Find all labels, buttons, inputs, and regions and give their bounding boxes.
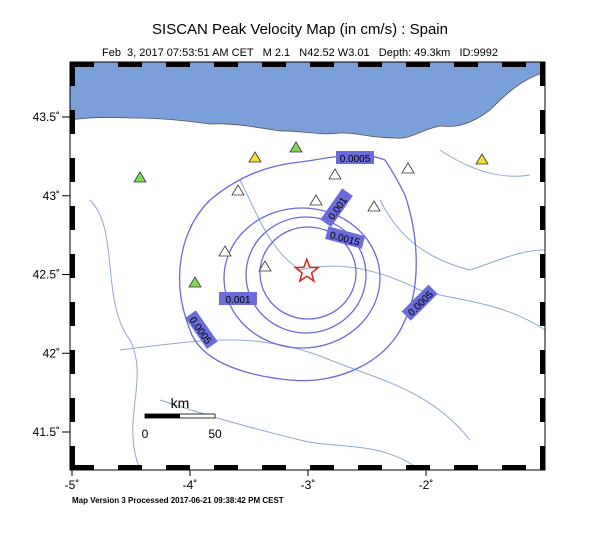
contour-label-box xyxy=(320,188,353,228)
station xyxy=(133,171,147,183)
contour-label: 0.0005 xyxy=(336,151,374,165)
epicenter xyxy=(293,257,321,283)
frame-border xyxy=(70,62,545,470)
river xyxy=(439,149,531,177)
lat-tick-label: 43˚ xyxy=(43,189,60,203)
lon-tick-label: -3˚ xyxy=(301,478,316,492)
sea xyxy=(69,61,546,139)
contour-line xyxy=(179,154,417,382)
station xyxy=(289,141,303,153)
station xyxy=(328,168,342,180)
station xyxy=(188,276,202,288)
river xyxy=(379,199,546,271)
river xyxy=(119,339,471,441)
lon-tick-label: -4˚ xyxy=(183,478,198,492)
scale-bar-fill xyxy=(145,414,180,418)
contour-label: 0.001 xyxy=(219,292,257,306)
contour-label-box xyxy=(185,310,218,350)
lon-tick-label: -5˚ xyxy=(65,478,80,492)
contour-line xyxy=(245,216,367,334)
station xyxy=(309,194,323,206)
scale-label: 50 xyxy=(208,427,222,441)
station xyxy=(248,151,262,163)
title: SISCAN Peak Velocity Map (in cm/s) : Spa… xyxy=(152,21,448,38)
contour-label-box xyxy=(336,151,374,164)
contour-line xyxy=(223,207,381,349)
station xyxy=(218,245,232,257)
lon-tick-label: -2˚ xyxy=(419,478,434,492)
lat-tick-label: 43.5˚ xyxy=(33,110,60,124)
contour-label-box xyxy=(401,284,438,321)
contour-label-text: 0.001 xyxy=(225,295,250,306)
contour-label-box xyxy=(325,226,366,249)
lat-tick-label: 42˚ xyxy=(43,346,60,360)
station xyxy=(231,184,245,196)
river xyxy=(89,199,141,471)
river xyxy=(239,179,546,331)
contour-label-text: 0.0005 xyxy=(340,154,371,165)
subtitle: Feb 3, 2017 07:53:51 AM CET M 2.1 N42.52… xyxy=(102,47,498,59)
lat-tick-label: 41.5˚ xyxy=(33,425,60,439)
contour-label-box xyxy=(219,292,257,305)
contour-line xyxy=(259,226,357,320)
footer: Map Version 3 Processed 2017-06-21 09:38… xyxy=(72,496,284,505)
map-area xyxy=(69,61,546,471)
station xyxy=(401,162,415,174)
scale-bar: km 0 50 xyxy=(142,395,222,441)
station xyxy=(258,260,272,272)
station xyxy=(367,200,381,212)
scale-unit: km xyxy=(171,395,190,411)
station xyxy=(475,153,489,165)
lat-tick-label: 42.5˚ xyxy=(33,268,60,282)
scale-label: 0 xyxy=(142,427,149,441)
stations xyxy=(133,141,489,288)
